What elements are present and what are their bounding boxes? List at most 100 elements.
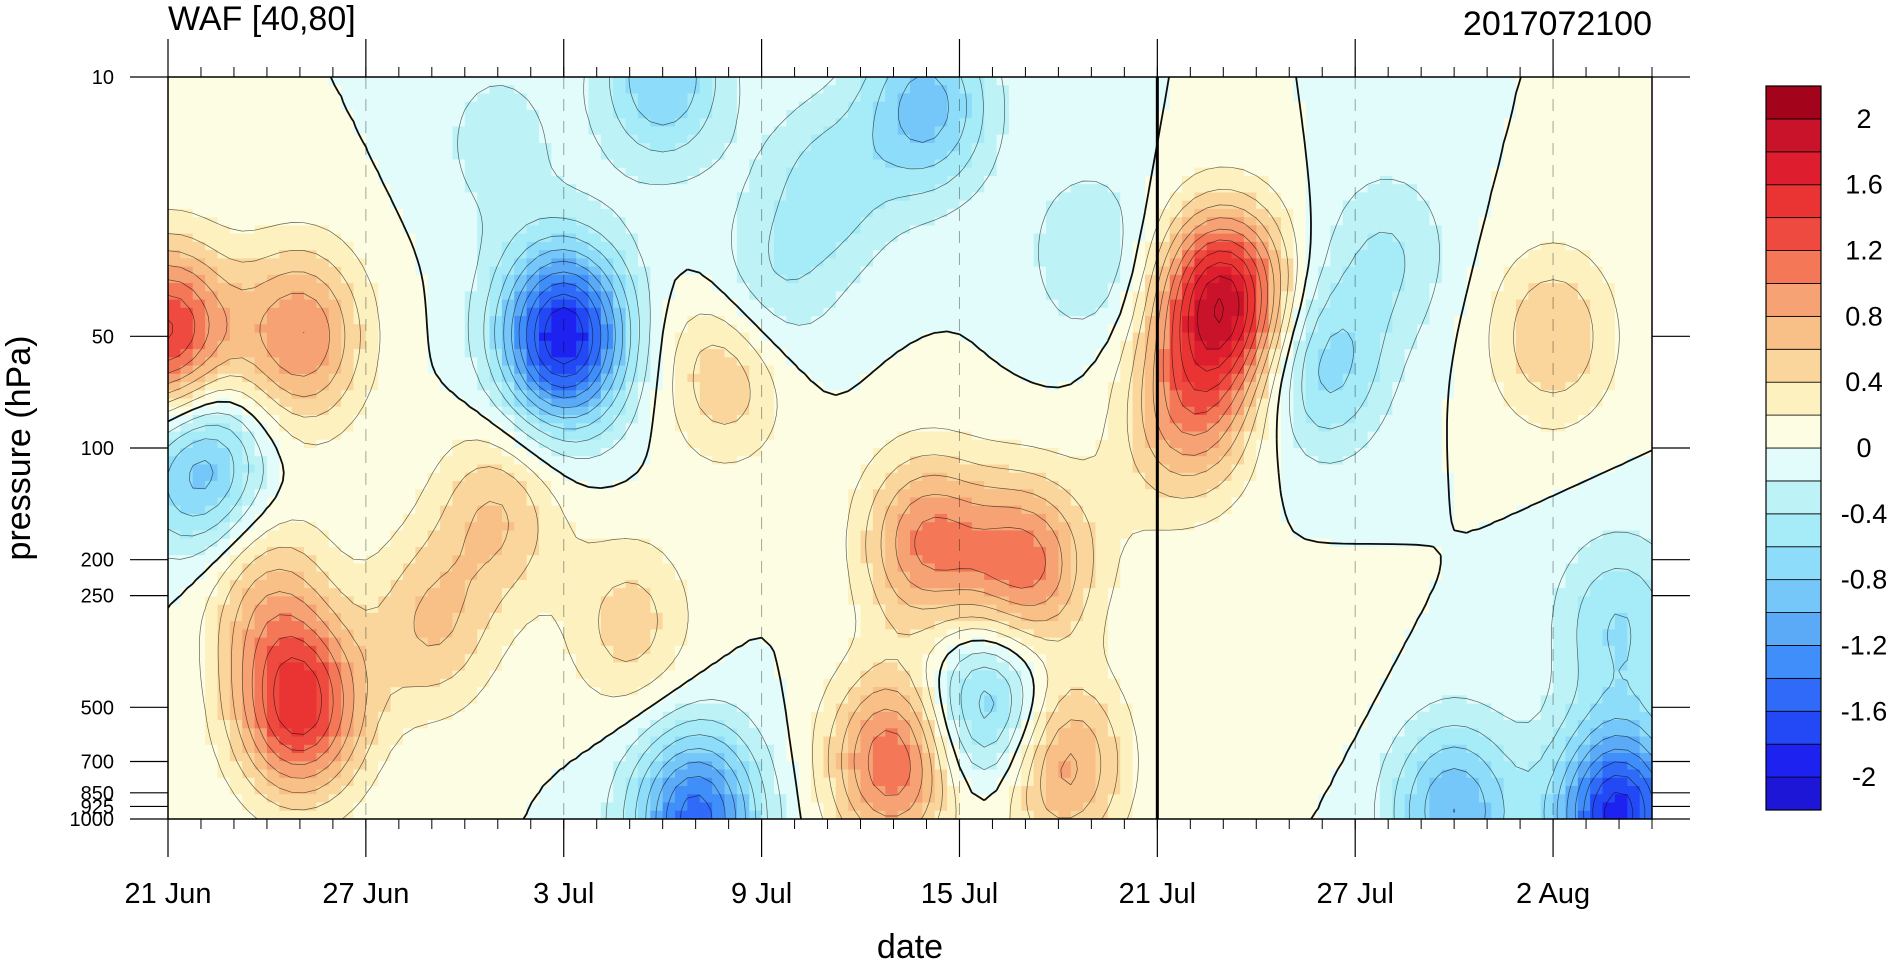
heat-cell xyxy=(1429,217,1443,226)
heat-cell xyxy=(625,349,639,358)
heat-cell xyxy=(1454,349,1468,358)
heat-cell xyxy=(588,233,602,243)
heat-cell xyxy=(440,332,454,342)
heat-cell xyxy=(1144,266,1158,276)
heat-cell xyxy=(848,151,862,161)
heat-cell xyxy=(489,332,503,342)
heat-cell xyxy=(798,340,812,350)
heat-cell xyxy=(489,324,503,334)
heat-cell xyxy=(1231,208,1245,218)
heat-cell xyxy=(1095,373,1109,383)
heat-cell xyxy=(1157,291,1171,301)
heat-cell xyxy=(341,134,355,144)
heat-cell xyxy=(1614,225,1628,235)
heat-cell xyxy=(440,175,454,185)
heat-cell xyxy=(1243,258,1257,268)
heat-cell xyxy=(242,241,256,251)
heat-cell xyxy=(415,316,429,325)
heat-cell xyxy=(798,406,812,416)
heat-cell xyxy=(415,101,429,111)
heat-cell xyxy=(1243,126,1257,136)
heat-cell xyxy=(402,126,416,136)
heat-cell xyxy=(1429,151,1443,161)
heat-cell xyxy=(168,332,181,342)
heat-cell xyxy=(1243,398,1257,408)
heat-cell xyxy=(217,382,231,391)
heat-cell xyxy=(1639,299,1652,309)
heat-cell xyxy=(501,274,515,284)
heat-cell xyxy=(848,200,862,210)
heat-cell xyxy=(1318,332,1332,342)
heat-cell xyxy=(1491,200,1505,210)
heat-cell xyxy=(402,118,416,128)
heat-cell xyxy=(1454,340,1468,350)
heat-cell xyxy=(341,307,355,317)
heat-cell xyxy=(1577,217,1591,226)
heat-cell xyxy=(1132,299,1146,309)
heat-cell xyxy=(328,415,342,424)
heat-cell xyxy=(897,134,911,144)
heat-cell xyxy=(1602,349,1616,358)
heat-cell xyxy=(1083,142,1097,152)
heat-cell xyxy=(440,142,454,152)
heat-cell xyxy=(1182,266,1196,276)
heat-cell xyxy=(1021,225,1035,235)
heat-cell xyxy=(823,332,837,342)
heat-cell xyxy=(501,373,515,383)
heat-cell xyxy=(341,77,355,86)
heat-cell xyxy=(217,340,231,350)
heat-cell xyxy=(761,134,775,144)
heat-cell xyxy=(452,192,466,202)
heat-cell xyxy=(1120,274,1134,284)
heat-cell xyxy=(1268,184,1282,194)
heat-cell xyxy=(1206,291,1220,301)
heat-cell xyxy=(786,250,800,259)
heat-cell xyxy=(860,101,874,111)
heat-cell xyxy=(353,373,367,383)
heat-cell xyxy=(885,299,899,309)
heat-cell xyxy=(563,142,577,152)
heat-cell xyxy=(637,340,651,350)
heat-cell xyxy=(588,250,602,259)
heat-cell xyxy=(205,93,219,103)
heat-cell xyxy=(1429,365,1443,375)
heat-cell xyxy=(1466,77,1480,86)
heat-cell xyxy=(625,365,639,375)
heat-cell xyxy=(1318,101,1332,111)
heat-cell xyxy=(798,118,812,128)
heat-cell xyxy=(1417,291,1430,301)
heat-cell xyxy=(1553,274,1567,284)
heat-cell xyxy=(1454,118,1468,128)
heat-cell xyxy=(798,266,812,276)
heat-cell xyxy=(922,365,936,375)
heat-cell xyxy=(1132,167,1146,177)
heat-cell xyxy=(662,332,676,342)
heat-cell xyxy=(1577,406,1591,416)
heat-cell xyxy=(872,365,886,375)
heat-cell xyxy=(724,382,738,391)
heat-cell xyxy=(254,175,268,185)
heat-cell xyxy=(1404,258,1418,268)
heat-cell xyxy=(266,167,280,177)
heat-cell xyxy=(872,357,886,367)
heat-cell xyxy=(786,134,800,144)
heat-cell xyxy=(588,225,602,235)
heat-cell xyxy=(266,390,280,400)
heat-cell xyxy=(885,85,899,95)
heat-cell xyxy=(205,225,219,235)
heat-cell xyxy=(464,250,478,259)
heat-cell xyxy=(477,349,491,358)
heat-cell xyxy=(934,274,948,284)
heat-cell xyxy=(835,258,849,268)
heat-cell xyxy=(786,101,800,111)
heat-cell xyxy=(749,258,763,268)
heat-cell xyxy=(996,101,1010,111)
heat-cell xyxy=(1120,382,1134,391)
heat-cell xyxy=(242,332,256,342)
heat-cell xyxy=(353,101,367,111)
heat-cell xyxy=(959,266,973,276)
heat-cell xyxy=(675,93,688,103)
heat-cell xyxy=(304,398,317,408)
heat-cell xyxy=(291,349,305,358)
heat-cell xyxy=(996,406,1010,416)
